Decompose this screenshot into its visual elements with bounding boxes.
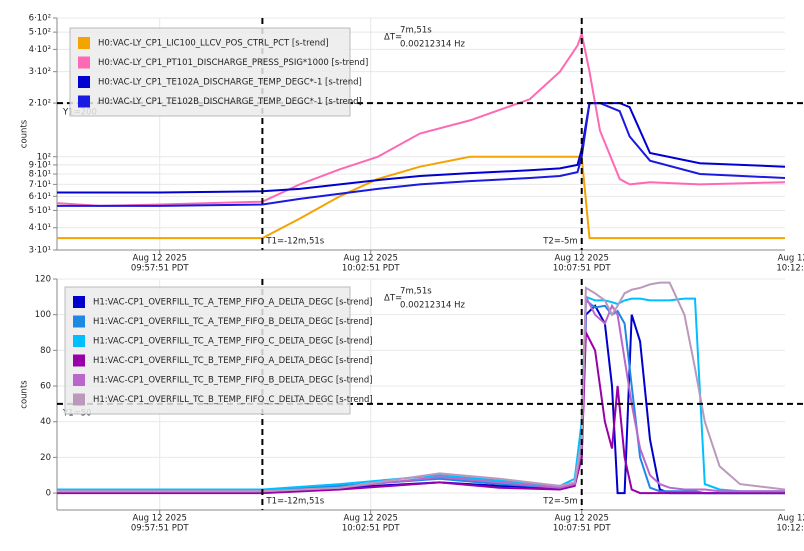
y-tick-label: 3·10¹ bbox=[29, 246, 51, 256]
series-line bbox=[57, 328, 785, 495]
y-tick-label: 4·10² bbox=[29, 45, 51, 55]
y-tick-label: 0 bbox=[46, 489, 51, 499]
cursor-t2-label: T2=-5m bbox=[542, 497, 577, 507]
series-line bbox=[57, 295, 785, 493]
legend-swatch bbox=[73, 296, 85, 308]
legend-label: H1:VAC-CP1_OVERFILL_TC_B_TEMP_FIFO_A_DEL… bbox=[93, 356, 373, 366]
legend-swatch bbox=[73, 393, 85, 406]
y-tick-label: 120 bbox=[35, 275, 51, 285]
legend-label: H1:VAC-CP1_OVERFILL_TC_B_TEMP_FIFO_B_DEL… bbox=[93, 376, 373, 386]
legend-label: H0:VAC-LY_CP1_TE102A_DISCHARGE_TEMP_DEGC… bbox=[98, 78, 362, 88]
y-tick-label: 7·10¹ bbox=[29, 180, 51, 190]
legend-swatch bbox=[78, 76, 90, 88]
x-tick-label: Aug 12 2025 bbox=[554, 254, 608, 264]
legend-label: H1:VAC-CP1_OVERFILL_TC_A_TEMP_FIFO_A_DEL… bbox=[93, 298, 373, 308]
cursor-t1-label: T1=-12m,51s bbox=[265, 497, 324, 507]
x-tick-label: 10:07:51 PDT bbox=[553, 264, 612, 274]
cursor-t1-label: T1=-12m,51s bbox=[265, 237, 324, 247]
y-tick-label: 2·10² bbox=[29, 99, 51, 109]
legend-label: H1:VAC-CP1_OVERFILL_TC_A_TEMP_FIFO_B_DEL… bbox=[93, 317, 373, 327]
x-tick-label: Aug 12 2025 bbox=[343, 254, 397, 264]
x-tick-label: Aug 12 2025 bbox=[132, 254, 186, 264]
x-tick-label: 09:57:51 PDT bbox=[131, 524, 190, 534]
legend-label: H0:VAC-LY_CP1_LIC100_LLCV_POS_CTRL_PCT [… bbox=[98, 39, 329, 49]
x-tick-label: 10:07:51 PDT bbox=[553, 524, 612, 534]
series-line bbox=[57, 155, 785, 240]
series-line bbox=[57, 298, 785, 495]
delta-time: 7m,51s bbox=[400, 26, 432, 36]
y-tick-label: 100 bbox=[35, 310, 51, 320]
y-tick-label: 80 bbox=[40, 346, 51, 356]
series-line bbox=[57, 102, 785, 194]
x-tick-label: 10:12:5 bbox=[776, 524, 804, 534]
y-tick-label: 3·10² bbox=[29, 67, 51, 77]
legend-swatch bbox=[73, 335, 85, 347]
delta-time: 7m,51s bbox=[400, 287, 432, 297]
legend-box bbox=[69, 27, 351, 117]
legend-box bbox=[64, 286, 351, 415]
x-tick-label: Aug 12 bbox=[778, 254, 804, 264]
y-tick-label: 6·10² bbox=[29, 14, 51, 24]
x-tick-label: 10:02:51 PDT bbox=[342, 264, 401, 274]
delta-freq: 0.00212314 Hz bbox=[400, 40, 465, 50]
y-axis-label: counts bbox=[20, 380, 30, 409]
series-line bbox=[57, 102, 785, 207]
legend-swatch bbox=[73, 315, 85, 328]
x-tick-label: Aug 12 2025 bbox=[132, 514, 186, 524]
y-tick-label: 9·10¹ bbox=[29, 160, 51, 170]
delta-label: ΔT= bbox=[384, 294, 402, 304]
y-axis-label: counts bbox=[20, 119, 30, 148]
x-tick-label: 10:02:51 PDT bbox=[342, 524, 401, 534]
x-tick-label: 09:57:51 PDT bbox=[131, 264, 190, 274]
delta-label: ΔT= bbox=[384, 33, 402, 43]
y-tick-label: 60 bbox=[40, 382, 51, 392]
legend-label: H0:VAC-LY_CP1_PT101_DISCHARGE_PRESS_PSIG… bbox=[98, 58, 368, 68]
x-tick-label: 10:12:5 bbox=[776, 264, 804, 274]
y-tick-label: 20 bbox=[40, 453, 51, 463]
y-tick-label: 6·10¹ bbox=[29, 192, 51, 202]
cursor-t2-label: T2=-5m bbox=[542, 237, 577, 247]
legend-swatch bbox=[73, 354, 85, 367]
legend-swatch bbox=[78, 37, 90, 49]
series-line bbox=[57, 281, 785, 493]
series-line bbox=[57, 29, 785, 207]
y-tick-label: 5·10² bbox=[29, 28, 51, 38]
y-tick-label: 4·10¹ bbox=[29, 223, 51, 233]
legend-label: H1:VAC-CP1_OVERFILL_TC_A_TEMP_FIFO_C_DEL… bbox=[93, 337, 373, 347]
delta-freq: 0.00212314 Hz bbox=[400, 301, 465, 311]
legend-label: H1:VAC-CP1_OVERFILL_TC_B_TEMP_FIFO_C_DEL… bbox=[93, 395, 373, 405]
x-tick-label: Aug 12 2025 bbox=[343, 514, 397, 524]
y-tick-label: 10² bbox=[37, 152, 51, 162]
x-tick-label: Aug 12 bbox=[778, 514, 804, 524]
y-tick-label: 40 bbox=[40, 417, 51, 427]
legend-swatch bbox=[78, 95, 90, 108]
legend-swatch bbox=[78, 56, 90, 69]
legend-label: H0:VAC-LY_CP1_TE102B_DISCHARGE_TEMP_DEGC… bbox=[98, 97, 362, 107]
x-tick-label: Aug 12 2025 bbox=[554, 514, 608, 524]
y-tick-label: 5·10¹ bbox=[29, 206, 51, 216]
y-tick-label: 8·10¹ bbox=[29, 170, 51, 180]
legend-swatch bbox=[73, 374, 85, 386]
